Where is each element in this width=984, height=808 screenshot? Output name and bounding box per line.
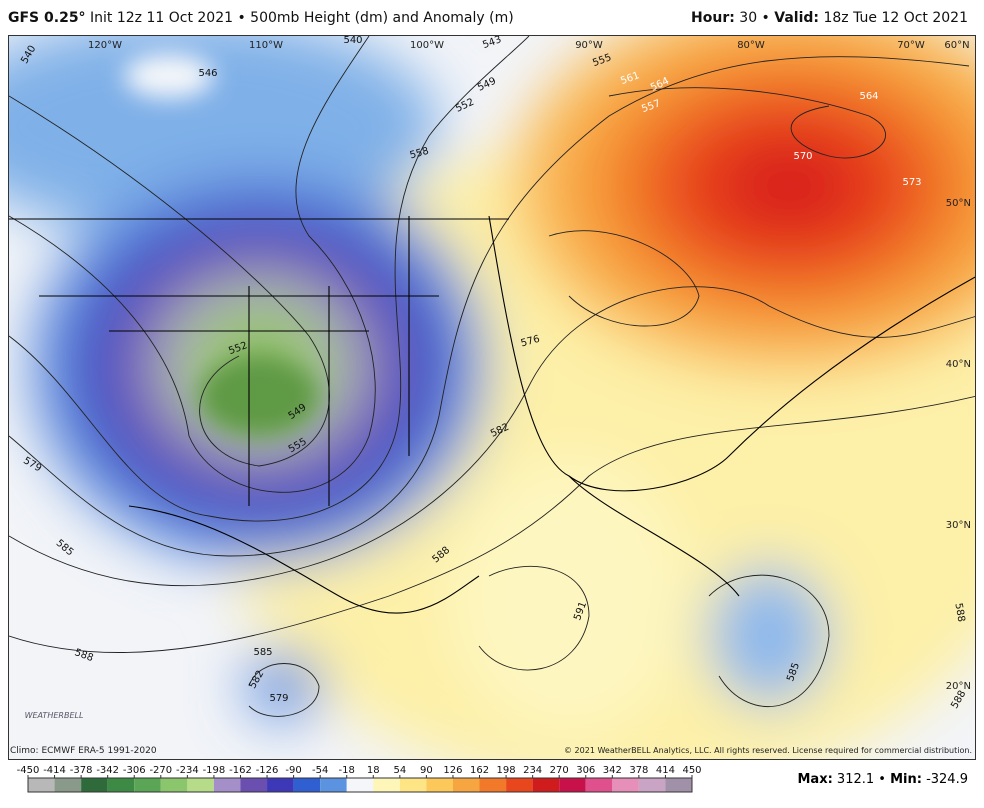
max-value: 312.1 [836,772,875,787]
longitude-label: 120°W [88,40,122,51]
latitude-label: 20°N [946,681,971,692]
model-name: GFS 0.25° [8,10,86,26]
colorbar-segment [479,778,507,792]
hour: 30 • [739,10,770,26]
colorbar-tick-label: 306 [576,765,595,776]
max-label: Max: [797,772,833,787]
contour-label: 546 [198,68,217,79]
colorbar-segment [426,778,453,792]
colorbar-tick-label: -234 [176,765,199,776]
contour-label: 576 [520,334,541,350]
longitude-label: 60°N [944,40,969,51]
longitude-label: 80°W [737,40,765,51]
longitude-label: 100°W [410,40,444,51]
hour-label: Hour: [691,10,735,26]
colorbar-segment [532,778,560,792]
colorbar-segment [160,778,188,792]
colorbar-tick-label: -450 [17,765,40,776]
colorbar-tick-label: -198 [203,765,226,776]
colorbar-segment [107,778,135,792]
latitude-label: 40°N [946,359,971,370]
map-title: Init 12z 11 Oct 2021 • 500mb Height (dm)… [90,10,514,26]
colorbar-tick-label: -126 [256,765,279,776]
contour-label: 570 [793,151,812,162]
colorbar-segment [240,778,268,792]
contour-label: 579 [269,693,288,704]
colorbar-tick-label: 90 [420,765,433,776]
colorbar-segment [452,778,480,792]
contours [9,36,975,717]
colorbar-tick-label: 198 [497,765,516,776]
colorbar-tick-label: 270 [550,765,569,776]
colorbar-segment [506,778,533,792]
valid-time: 18z Tue 12 Oct 2021 [823,10,968,26]
longitude-label: 110°W [249,40,283,51]
colorbar-segment [665,778,692,792]
valid-label: Valid: [774,10,820,26]
colorbar-tick-label: 414 [656,765,675,776]
colorbar-tick-label: -18 [339,765,355,776]
climo-note: Climo: ECMWF ERA-5 1991-2020 [10,746,157,756]
colorbar: -450 -414 -378 -342 -306 -270 -234 -198 -162 -126… [17,765,702,793]
min-value: -324.9 [926,772,968,787]
colorbar-segment [267,778,294,792]
boundaries [9,215,975,614]
contour-label: 585 [253,647,272,658]
longitude-label: 90°W [575,40,603,51]
colorbar-tick-label: -378 [70,765,93,776]
colorbar-segment [612,778,639,792]
colorbar-segment [213,778,241,792]
colorbar-tick-label: 342 [603,765,622,776]
colorbar-segment [320,778,347,792]
colorbar-tick-label: -162 [229,765,252,776]
colorbar-tick-label: -306 [123,765,146,776]
colorbar-tick-label: 378 [629,765,648,776]
contour-label: 588 [952,602,966,623]
contour-label: 558 [409,146,430,162]
trough-core [199,356,319,436]
contour-label: 573 [902,177,921,188]
latitude-label: 30°N [946,520,971,531]
colorbar-tick-label: 54 [393,765,406,776]
colorbar-tick-label: 450 [682,765,701,776]
colorbar-segment [54,778,82,792]
colorbar-tick-label: -90 [285,765,301,776]
colorbar-segment [346,778,374,792]
contour-label: 540 [343,35,362,46]
colorbar-tick-label: 126 [443,765,462,776]
colorbar-segment [134,778,161,792]
colorbar-tick-label: -54 [312,765,328,776]
colorbar-segment [187,778,214,792]
colorbar-segment [585,778,613,792]
colorbar-tick-label: 234 [523,765,542,776]
colorbar-segment [373,778,400,792]
logo: WEATHERBELL [25,711,84,720]
min-label: Min: [890,772,922,787]
header-left: GFS 0.25° Init 12z 11 Oct 2021 • 500mb H… [8,10,514,26]
colorbar-segment [399,778,427,792]
colorbar-tick-label: 162 [470,765,489,776]
colorbar-segment [638,778,666,792]
colorbar-tick-label: -270 [149,765,172,776]
stats: Max: 312.1 • Min: -324.9 [797,772,968,787]
colorbar-segment [81,778,108,792]
colorbar-tick-label: 18 [367,765,380,776]
header-right: Hour: 30 • Valid: 18z Tue 12 Oct 2021 [691,10,968,26]
neutral-patch [124,54,214,98]
contour-label: 564 [859,91,878,102]
colorbar-frame [27,777,693,793]
colorbar-segment [559,778,586,792]
colorbar-segment [293,778,321,792]
colorbar-tick-label: -342 [96,765,119,776]
colorbar-segment [28,778,55,792]
longitude-label: 70°W [897,40,925,51]
latitude-label: 50°N [946,198,971,209]
map: 120°W 110°W 100°W 90°W 80°W 70°W 60°N 50°N 40°N 3… [8,35,976,760]
colorbar-tick-label: -414 [43,765,66,776]
copyright: © 2021 WeatherBELL Analytics, LLC. All r… [564,746,972,755]
